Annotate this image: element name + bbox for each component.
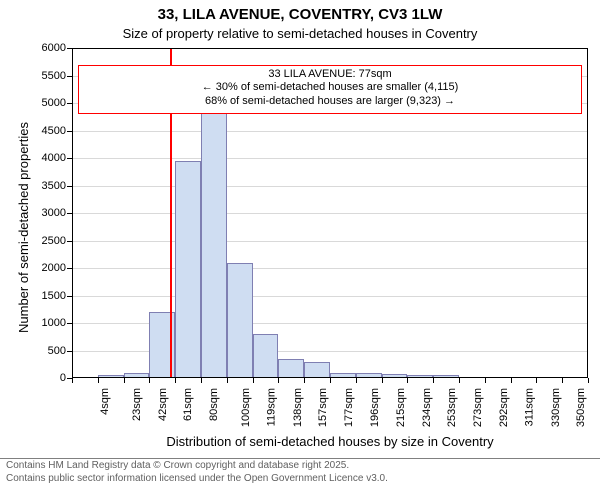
histogram-bar	[356, 373, 382, 379]
y-tick-label: 1500	[42, 290, 72, 302]
annotation-line: 68% of semi-detached houses are larger (…	[83, 95, 577, 109]
histogram-bar	[382, 374, 408, 378]
x-tick-mark	[175, 378, 176, 383]
histogram-bar	[98, 375, 124, 378]
histogram-bar	[330, 373, 356, 379]
y-tick-label: 4000	[42, 152, 72, 164]
x-tick-mark	[304, 378, 305, 383]
annotation-line: ← 30% of semi-detached houses are smalle…	[83, 81, 577, 95]
gridline	[72, 131, 588, 132]
x-tick-mark	[72, 378, 73, 383]
y-tick-label: 500	[48, 345, 72, 357]
y-tick-label: 6000	[42, 42, 72, 54]
x-axis-label: Distribution of semi-detached houses by …	[72, 434, 588, 449]
y-tick-label: 5500	[42, 70, 72, 82]
histogram-bar	[304, 362, 330, 379]
x-tick-mark	[278, 378, 279, 383]
x-tick-mark	[459, 378, 460, 383]
y-tick-label: 4500	[42, 125, 72, 137]
histogram-bar	[227, 263, 253, 379]
y-tick-label: 3000	[42, 207, 72, 219]
histogram-bar	[253, 334, 279, 378]
y-tick-label: 5000	[42, 97, 72, 109]
chart-title-line1: 33, LILA AVENUE, COVENTRY, CV3 1LW	[0, 6, 600, 23]
y-tick-label: 2500	[42, 235, 72, 247]
x-tick-mark	[536, 378, 537, 383]
x-tick-mark	[588, 378, 589, 383]
plot-area: 0500100015002000250030003500400045005000…	[72, 48, 588, 378]
y-tick-label: 2000	[42, 262, 72, 274]
gridline	[72, 268, 588, 269]
histogram-bar	[433, 375, 459, 378]
x-tick-mark	[407, 378, 408, 383]
histogram-bar	[175, 161, 201, 378]
histogram-bar	[201, 111, 227, 378]
y-tick-label: 3500	[42, 180, 72, 192]
x-tick-mark	[201, 378, 202, 383]
x-tick-mark	[433, 378, 434, 383]
gridline	[72, 158, 588, 159]
gridline	[72, 213, 588, 214]
gridline	[72, 186, 588, 187]
credits-block: Contains HM Land Registry data © Crown c…	[0, 458, 600, 487]
histogram-bar	[124, 373, 150, 379]
histogram-bar	[278, 359, 304, 378]
histogram-bar	[407, 375, 433, 378]
annotation-line: 33 LILA AVENUE: 77sqm	[83, 68, 577, 82]
y-tick-label: 1000	[42, 317, 72, 329]
gridline	[72, 296, 588, 297]
chart-root: 33, LILA AVENUE, COVENTRY, CV3 1LW Size …	[0, 0, 600, 500]
y-tick-label: 0	[60, 372, 72, 384]
chart-title-line2: Size of property relative to semi-detach…	[0, 26, 600, 41]
gridline	[72, 241, 588, 242]
x-tick-mark	[562, 378, 563, 383]
credits-line2: Contains public sector information licen…	[6, 472, 594, 485]
y-axis-label: Number of semi-detached properties	[16, 122, 31, 333]
annotation-box: 33 LILA AVENUE: 77sqm← 30% of semi-detac…	[78, 65, 582, 115]
credits-line1: Contains HM Land Registry data © Crown c…	[6, 459, 594, 472]
x-tick-mark	[149, 378, 150, 383]
x-tick-mark	[330, 378, 331, 383]
